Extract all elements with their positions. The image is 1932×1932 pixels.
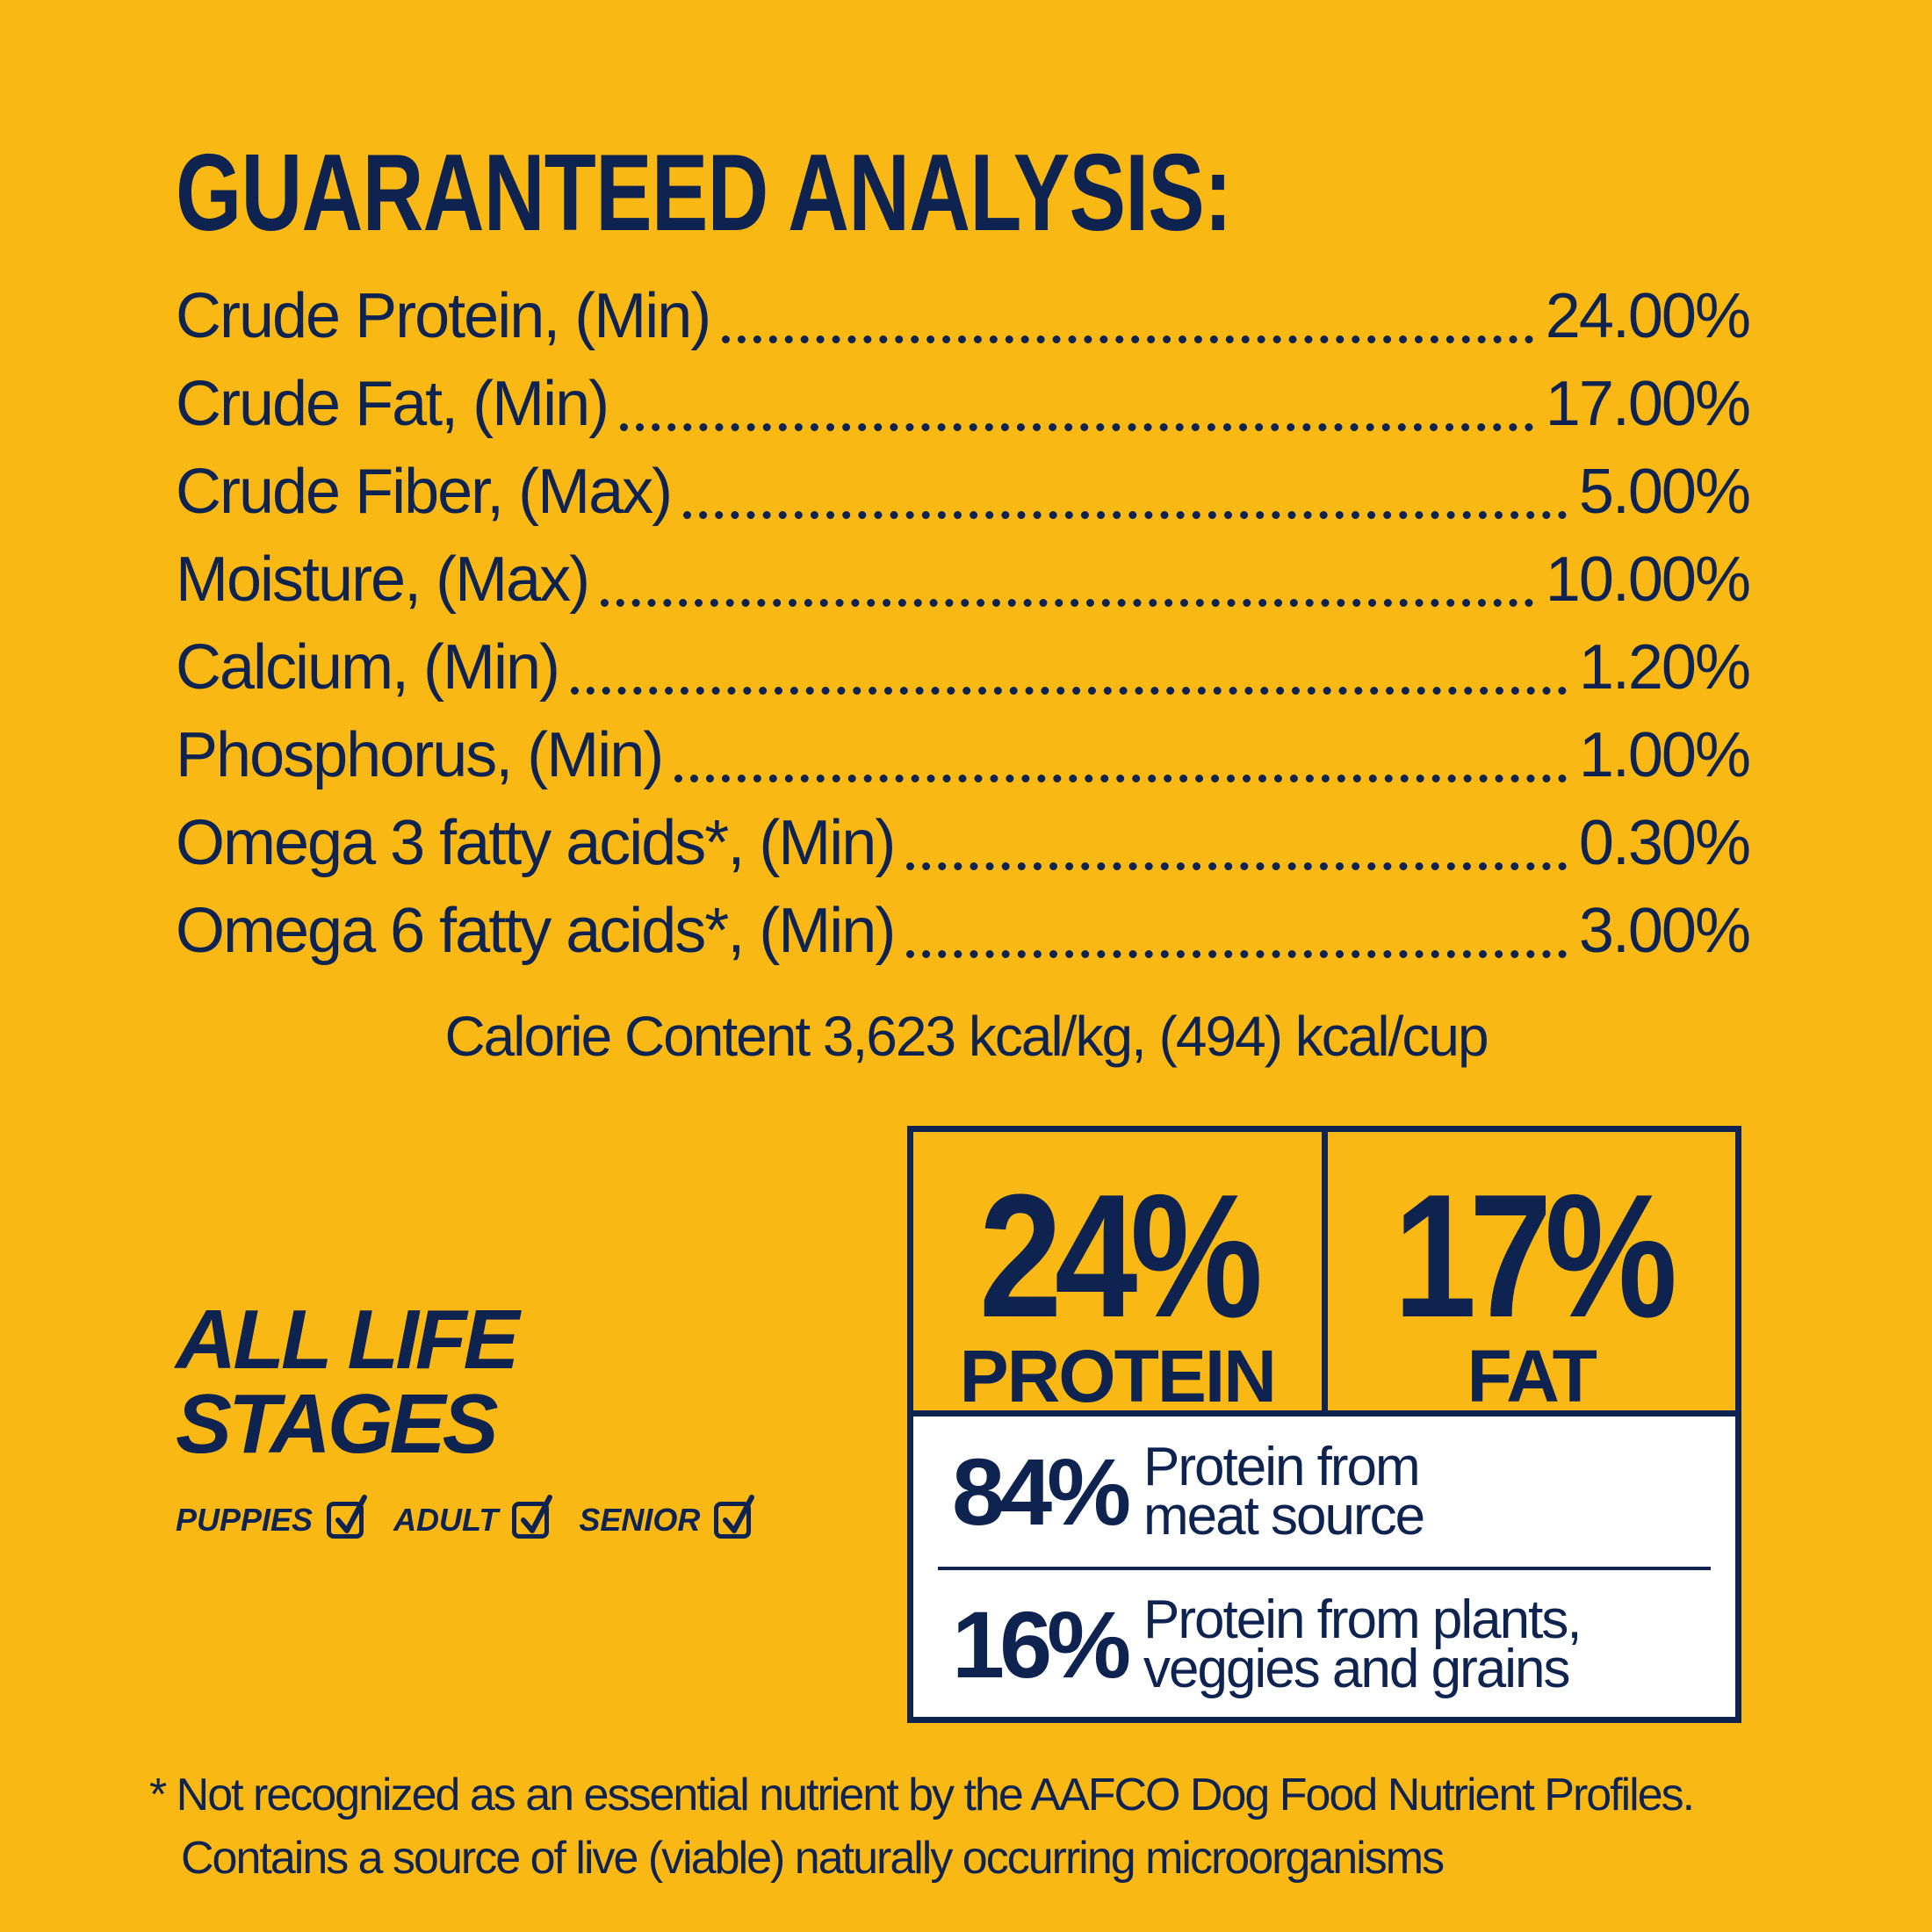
analysis-row-calcium: Calcium, (Min) 1.20% <box>176 624 1751 711</box>
fat-stat: 17% FAT <box>1321 1132 1736 1417</box>
analysis-label: Omega 3 fatty acids*, (Min) <box>176 808 896 878</box>
dot-leader <box>722 335 1533 343</box>
dot-leader <box>906 861 1567 870</box>
analysis-value: 1.00% <box>1578 720 1751 790</box>
source-percent: 16% <box>952 1591 1131 1698</box>
protein-stat: 24% PROTEIN <box>913 1132 1322 1417</box>
protein-source-panel: 84% Protein from meat source 16% Protein… <box>913 1417 1735 1717</box>
dot-leader <box>683 510 1567 519</box>
checkbox-checked-icon <box>327 1495 368 1539</box>
divider <box>938 1567 1711 1570</box>
analysis-value: 3.00% <box>1578 896 1751 966</box>
source-description: Protein from plants, veggies and grains <box>1143 1590 1582 1699</box>
life-stages-title: ALL LIFE STAGES <box>176 1293 520 1471</box>
checkbox-checked-icon <box>714 1495 755 1539</box>
protein-label: PROTEIN <box>959 1335 1277 1417</box>
dot-leader <box>571 686 1567 695</box>
analysis-label: Crude Fiber, (Max) <box>176 457 673 527</box>
analysis-row-crude-fat: Crude Fat, (Min) 17.00% <box>176 360 1751 448</box>
source-description: Protein from meat source <box>1143 1437 1425 1546</box>
life-stage-label: PUPPIES <box>176 1502 314 1538</box>
analysis-row-omega-3: Omega 3 fatty acids*, (Min) 0.30% <box>176 799 1751 887</box>
macro-stats: 24% PROTEIN 17% FAT <box>913 1132 1735 1417</box>
guaranteed-analysis-list: Crude Protein, (Min) 24.00% Crude Fat, (… <box>176 272 1751 975</box>
analysis-value: 1.20% <box>1578 632 1751 703</box>
analysis-label: Omega 6 fatty acids*, (Min) <box>176 896 896 966</box>
protein-source-meat: 84% Protein from meat source <box>913 1422 1735 1562</box>
analysis-value: 24.00% <box>1545 281 1751 351</box>
dot-leader <box>674 774 1567 782</box>
fat-label: FAT <box>1467 1335 1597 1417</box>
analysis-label: Crude Protein, (Min) <box>176 281 711 351</box>
protein-source-plants: 16% Protein from plants, veggies and gra… <box>913 1575 1735 1715</box>
protein-percent: 24% <box>978 1158 1263 1354</box>
analysis-label: Calcium, (Min) <box>176 632 560 703</box>
analysis-value: 17.00% <box>1545 369 1751 439</box>
calorie-content: Calorie Content 3,623 kcal/kg, (494) kca… <box>444 1005 1489 1068</box>
life-stage-label: SENIOR <box>579 1502 701 1538</box>
analysis-row-omega-6: Omega 6 fatty acids*, (Min) 3.00% <box>176 887 1751 975</box>
analysis-value: 10.00% <box>1545 544 1751 615</box>
life-stage-senior: SENIOR <box>579 1495 755 1539</box>
analysis-row-crude-protein: Crude Protein, (Min) 24.00% <box>176 272 1751 360</box>
dot-leader <box>601 598 1533 607</box>
source-percent: 84% <box>952 1438 1131 1545</box>
life-stage-list: PUPPIES ADULT SENIOR <box>176 1495 790 1539</box>
footnote-line-1: * Not recognized as an essential nutrien… <box>149 1770 1695 1820</box>
analysis-value: 0.30% <box>1578 808 1751 878</box>
dot-leader <box>620 422 1533 431</box>
life-stage-label: ADULT <box>393 1502 499 1538</box>
checkbox-checked-icon <box>512 1495 553 1539</box>
analysis-label: Crude Fat, (Min) <box>176 369 609 439</box>
footnote-line-2: Contains a source of live (viable) natur… <box>181 1833 1445 1884</box>
life-stage-puppies: PUPPIES <box>176 1495 368 1539</box>
analysis-label: Moisture, (Max) <box>176 544 590 615</box>
footnote: * Not recognized as an essential nutrien… <box>149 1763 1871 1890</box>
life-stage-adult: ADULT <box>393 1495 553 1539</box>
dot-leader <box>906 949 1567 958</box>
analysis-value: 5.00% <box>1578 457 1751 527</box>
fat-percent: 17% <box>1393 1158 1676 1354</box>
analysis-row-moisture: Moisture, (Max) 10.00% <box>176 536 1751 624</box>
nutrition-highlights-box: 24% PROTEIN 17% FAT 84% Protein from mea… <box>907 1126 1741 1723</box>
analysis-label: Phosphorus, (Min) <box>176 720 664 790</box>
analysis-row-crude-fiber: Crude Fiber, (Max) 5.00% <box>176 448 1751 536</box>
life-stages: ALL LIFE STAGES PUPPIES ADULT SENIOR <box>176 1298 790 1539</box>
analysis-row-phosphorus: Phosphorus, (Min) 1.00% <box>176 711 1751 799</box>
page-title: GUARANTEED ANALYSIS: <box>176 133 1232 254</box>
